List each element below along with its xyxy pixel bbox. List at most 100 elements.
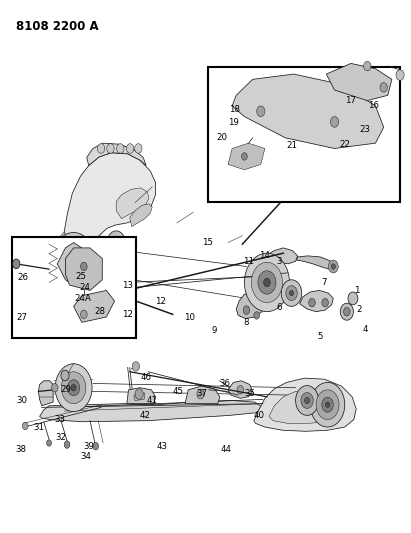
Circle shape <box>301 392 313 408</box>
Circle shape <box>127 144 134 154</box>
Circle shape <box>65 249 82 271</box>
Circle shape <box>87 236 113 270</box>
Polygon shape <box>65 248 102 290</box>
Text: 16: 16 <box>368 101 379 110</box>
Text: 4: 4 <box>363 325 368 334</box>
Circle shape <box>305 397 309 403</box>
Text: 20: 20 <box>216 133 227 142</box>
Circle shape <box>81 262 87 271</box>
Polygon shape <box>326 63 392 101</box>
Circle shape <box>344 308 350 316</box>
Polygon shape <box>57 243 86 285</box>
Bar <box>208 67 400 201</box>
Polygon shape <box>300 290 333 312</box>
Text: 17: 17 <box>345 96 356 105</box>
Text: 9: 9 <box>211 326 216 335</box>
Text: 29: 29 <box>60 385 71 394</box>
Circle shape <box>289 290 293 296</box>
Polygon shape <box>269 390 341 423</box>
Polygon shape <box>74 290 115 322</box>
Polygon shape <box>296 256 337 270</box>
Circle shape <box>197 389 204 399</box>
Circle shape <box>258 271 276 294</box>
Circle shape <box>71 384 76 391</box>
Text: 11: 11 <box>243 257 254 265</box>
Polygon shape <box>134 393 145 400</box>
Circle shape <box>322 397 333 412</box>
Text: 44: 44 <box>220 446 231 455</box>
Circle shape <box>316 390 339 419</box>
Polygon shape <box>38 381 53 406</box>
Circle shape <box>237 385 244 394</box>
Text: 10: 10 <box>184 312 195 321</box>
Circle shape <box>330 117 339 127</box>
Text: 13: 13 <box>122 280 133 289</box>
Circle shape <box>71 257 76 263</box>
Polygon shape <box>64 153 155 258</box>
Text: 33: 33 <box>55 415 66 424</box>
Text: 39: 39 <box>83 442 94 451</box>
Text: 19: 19 <box>228 118 239 127</box>
Circle shape <box>46 440 51 446</box>
Circle shape <box>242 153 247 160</box>
Polygon shape <box>228 381 253 398</box>
Circle shape <box>81 310 87 319</box>
Circle shape <box>111 236 121 249</box>
Circle shape <box>107 231 125 254</box>
Polygon shape <box>236 294 264 319</box>
Circle shape <box>243 306 250 314</box>
Circle shape <box>61 372 86 403</box>
Circle shape <box>322 298 328 307</box>
Circle shape <box>59 241 88 279</box>
Circle shape <box>348 292 358 305</box>
Text: 26: 26 <box>18 273 29 281</box>
Text: 45: 45 <box>172 387 183 396</box>
Polygon shape <box>87 143 146 165</box>
Circle shape <box>97 249 103 257</box>
Circle shape <box>326 402 330 407</box>
Circle shape <box>107 144 114 154</box>
Circle shape <box>135 389 143 399</box>
Text: 15: 15 <box>202 238 213 247</box>
Circle shape <box>97 144 105 154</box>
Text: 12: 12 <box>155 296 166 305</box>
Polygon shape <box>39 400 263 422</box>
Circle shape <box>340 303 353 320</box>
Text: 5: 5 <box>317 332 323 341</box>
Polygon shape <box>116 188 149 219</box>
Circle shape <box>257 106 265 117</box>
Circle shape <box>309 298 315 307</box>
Polygon shape <box>254 378 356 431</box>
Text: 36: 36 <box>219 379 231 388</box>
Circle shape <box>93 442 99 450</box>
Text: 8: 8 <box>244 318 249 327</box>
Circle shape <box>396 70 404 80</box>
Polygon shape <box>228 143 265 169</box>
Circle shape <box>286 286 297 301</box>
Circle shape <box>132 362 140 371</box>
Text: 21: 21 <box>286 141 297 150</box>
Circle shape <box>55 364 92 411</box>
Circle shape <box>52 232 95 288</box>
Polygon shape <box>58 232 81 268</box>
Polygon shape <box>130 204 152 227</box>
Circle shape <box>61 370 69 381</box>
Text: 41: 41 <box>147 396 158 405</box>
Circle shape <box>380 83 387 92</box>
Circle shape <box>67 379 80 395</box>
Text: 14: 14 <box>259 252 270 260</box>
Text: 3: 3 <box>277 257 282 265</box>
Text: 32: 32 <box>56 433 67 442</box>
Text: 12: 12 <box>122 310 133 319</box>
Text: 2: 2 <box>356 304 362 313</box>
Text: 28: 28 <box>94 307 105 316</box>
Text: 37: 37 <box>196 389 207 398</box>
Circle shape <box>252 262 282 303</box>
Text: 25: 25 <box>75 272 86 280</box>
Text: 18: 18 <box>229 104 240 114</box>
Text: 22: 22 <box>339 140 350 149</box>
Text: 30: 30 <box>16 396 28 405</box>
Text: 35: 35 <box>244 389 255 398</box>
Text: 46: 46 <box>141 373 152 382</box>
Text: 23: 23 <box>360 125 371 134</box>
